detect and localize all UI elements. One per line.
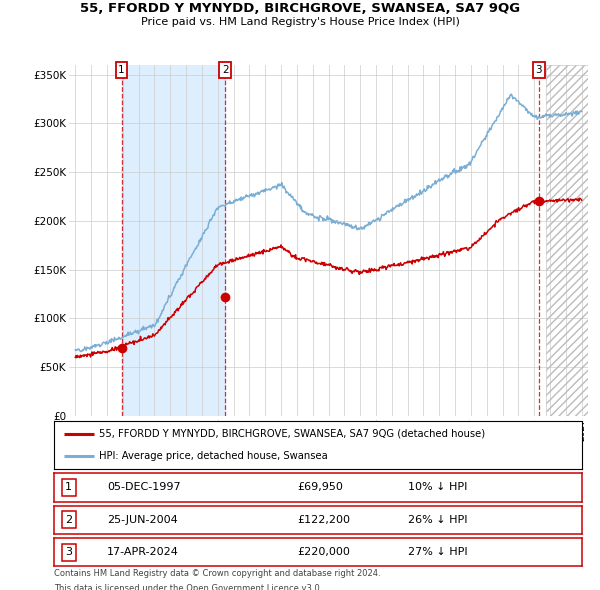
Text: HPI: Average price, detached house, Swansea: HPI: Average price, detached house, Swan… [99, 451, 328, 461]
Text: 55, FFORDD Y MYNYDD, BIRCHGROVE, SWANSEA, SA7 9QG: 55, FFORDD Y MYNYDD, BIRCHGROVE, SWANSEA… [80, 2, 520, 15]
Text: This data is licensed under the Open Government Licence v3.0.: This data is licensed under the Open Gov… [54, 584, 322, 590]
Text: 2: 2 [222, 65, 229, 75]
Text: Contains HM Land Registry data © Crown copyright and database right 2024.: Contains HM Land Registry data © Crown c… [54, 569, 380, 578]
Text: 10% ↓ HPI: 10% ↓ HPI [408, 483, 467, 492]
Text: 26% ↓ HPI: 26% ↓ HPI [408, 515, 467, 525]
Text: Price paid vs. HM Land Registry's House Price Index (HPI): Price paid vs. HM Land Registry's House … [140, 17, 460, 27]
Text: 1: 1 [65, 483, 72, 492]
Text: 3: 3 [535, 65, 542, 75]
Bar [122, 65, 226, 416]
Text: 05-DEC-1997: 05-DEC-1997 [107, 483, 181, 492]
Text: 1: 1 [118, 65, 125, 75]
Text: 27% ↓ HPI: 27% ↓ HPI [408, 548, 467, 557]
Bar [546, 65, 588, 416]
Text: £220,000: £220,000 [297, 548, 350, 557]
Text: 2: 2 [65, 515, 73, 525]
Text: £69,950: £69,950 [297, 483, 343, 492]
Bar [546, 65, 588, 416]
Text: 25-JUN-2004: 25-JUN-2004 [107, 515, 178, 525]
Text: 55, FFORDD Y MYNYDD, BIRCHGROVE, SWANSEA, SA7 9QG (detached house): 55, FFORDD Y MYNYDD, BIRCHGROVE, SWANSEA… [99, 429, 485, 439]
Text: £122,200: £122,200 [297, 515, 350, 525]
Text: 17-APR-2024: 17-APR-2024 [107, 548, 179, 557]
Text: 3: 3 [65, 548, 72, 557]
